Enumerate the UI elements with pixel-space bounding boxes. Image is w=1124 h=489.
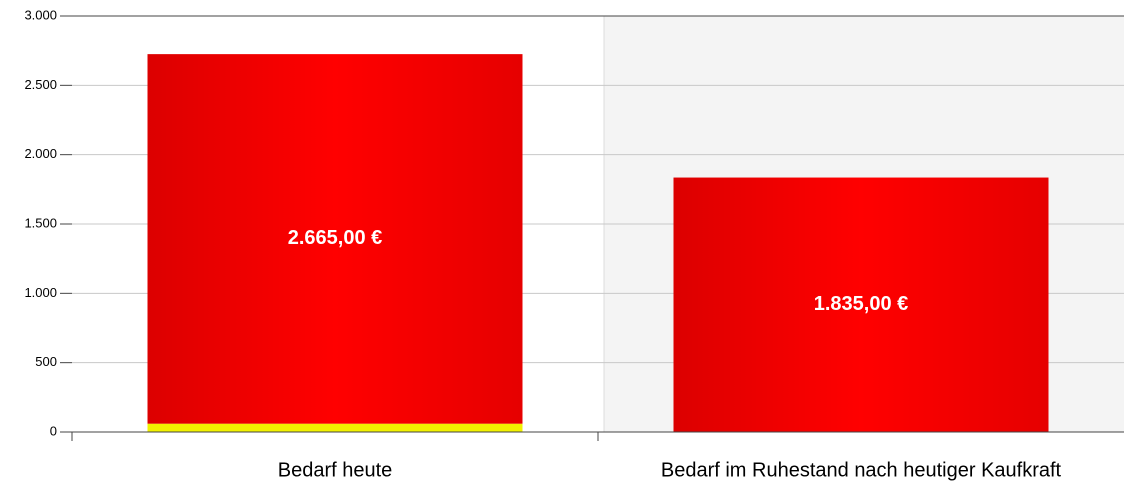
- value-label: 2.665,00 €: [288, 227, 383, 249]
- y-tick-label: 1.500: [24, 215, 57, 230]
- bar-segment: [147, 54, 523, 424]
- x-tick-label: Bedarf im Ruhestand nach heutiger Kaufkr…: [661, 459, 1062, 481]
- bar-segment: [147, 423, 523, 432]
- bar-segment: [673, 177, 1049, 432]
- y-tick-label: 0: [50, 423, 57, 438]
- y-tick-label: 2.000: [24, 146, 57, 161]
- y-tick-label: 3.000: [24, 7, 57, 22]
- x-tick-label: Bedarf heute: [278, 459, 393, 481]
- value-label: 1.835,00 €: [814, 293, 909, 315]
- y-tick-label: 500: [35, 354, 57, 369]
- y-tick-label: 1.000: [24, 285, 57, 300]
- y-tick-label: 2.500: [24, 77, 57, 92]
